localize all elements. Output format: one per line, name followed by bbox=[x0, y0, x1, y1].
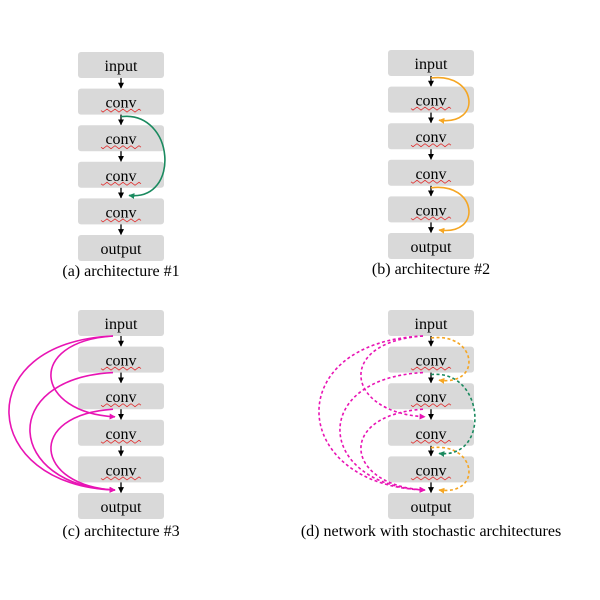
node-box-c-4 bbox=[78, 456, 164, 483]
spellcheck-underline bbox=[100, 403, 142, 408]
spellcheck-underline bbox=[410, 476, 452, 481]
skip-connection-d-3 bbox=[360, 335, 426, 420]
spellcheck-underline bbox=[100, 439, 142, 444]
spellcheck-underline bbox=[410, 143, 452, 148]
panel-b: input conv conv conv conv output (b) architect… bbox=[372, 50, 490, 278]
node-label-a-4: conv bbox=[105, 204, 136, 221]
node-label-a-0: input bbox=[105, 58, 138, 75]
skip-connection-c-2 bbox=[50, 408, 116, 493]
spellcheck-underline bbox=[410, 216, 452, 221]
spellcheck-underline bbox=[100, 366, 142, 371]
spellcheck-underline bbox=[100, 108, 142, 113]
panel-c: input conv conv conv conv output (c) architect… bbox=[8, 310, 180, 540]
node-box-a-5 bbox=[78, 235, 164, 261]
spellcheck-underline bbox=[410, 106, 452, 111]
skip-connection-d-0 bbox=[430, 336, 470, 384]
caption-c: (c) architecture #3 bbox=[62, 523, 179, 540]
node-box-a-2 bbox=[78, 125, 164, 152]
node-box-d-2 bbox=[388, 383, 474, 410]
node-label-c-5: output bbox=[101, 499, 142, 516]
spellcheck-underline bbox=[100, 218, 142, 223]
skip-connection-a-0 bbox=[120, 115, 166, 199]
node-label-c-1: conv bbox=[105, 353, 136, 370]
node-box-d-3 bbox=[388, 419, 474, 446]
spellcheck-underline bbox=[410, 403, 452, 408]
node-box-d-1 bbox=[388, 346, 474, 373]
node-label-b-4: conv bbox=[415, 202, 446, 219]
node-label-c-4: conv bbox=[105, 462, 136, 479]
skip-connection-c-3 bbox=[29, 371, 116, 493]
node-label-b-2: conv bbox=[415, 129, 446, 146]
caption-d: (d) network with stochastic architecture… bbox=[301, 523, 561, 540]
spellcheck-underline bbox=[410, 439, 452, 444]
skip-connection-d-6 bbox=[339, 371, 426, 493]
spellcheck-underline bbox=[410, 366, 452, 371]
skip-connection-d-4 bbox=[318, 335, 426, 493]
skip-connection-c-1 bbox=[8, 335, 116, 493]
node-label-d-1: conv bbox=[415, 353, 446, 370]
node-label-d-0: input bbox=[415, 316, 448, 333]
node-box-d-5 bbox=[388, 493, 474, 519]
node-label-d-5: output bbox=[411, 499, 452, 516]
skip-connection-b-0 bbox=[430, 76, 470, 124]
node-box-d-4 bbox=[388, 456, 474, 483]
node-box-a-1 bbox=[78, 88, 164, 115]
node-label-b-3: conv bbox=[415, 166, 446, 183]
spellcheck-underline bbox=[100, 476, 142, 481]
node-label-a-2: conv bbox=[105, 131, 136, 148]
node-box-c-5 bbox=[78, 493, 164, 519]
node-box-b-0 bbox=[388, 50, 474, 76]
node-box-c-3 bbox=[78, 419, 164, 446]
node-label-d-4: conv bbox=[415, 462, 446, 479]
node-box-d-0 bbox=[388, 310, 474, 336]
caption-a: (a) architecture #1 bbox=[62, 263, 179, 280]
node-box-b-3 bbox=[388, 159, 474, 186]
node-box-a-0 bbox=[78, 52, 164, 78]
node-label-a-3: conv bbox=[105, 168, 136, 185]
node-label-a-5: output bbox=[101, 241, 142, 258]
node-label-c-3: conv bbox=[105, 426, 136, 443]
node-label-a-1: conv bbox=[105, 95, 136, 112]
skip-connection-b-1 bbox=[430, 186, 470, 234]
node-label-b-1: conv bbox=[415, 93, 446, 110]
node-box-b-1 bbox=[388, 86, 474, 113]
node-label-b-5: output bbox=[411, 239, 452, 256]
skip-connection-d-1 bbox=[430, 446, 470, 494]
node-box-b-4 bbox=[388, 196, 474, 223]
node-box-c-2 bbox=[78, 383, 164, 410]
skip-connection-d-5 bbox=[360, 408, 426, 493]
skip-connection-d-2 bbox=[430, 373, 476, 457]
node-box-c-1 bbox=[78, 346, 164, 373]
panel-a: input conv conv conv conv output (a) architect… bbox=[62, 52, 180, 280]
node-box-c-0 bbox=[78, 310, 164, 336]
node-box-a-3 bbox=[78, 161, 164, 188]
node-label-b-0: input bbox=[415, 56, 448, 73]
node-box-b-2 bbox=[388, 123, 474, 150]
node-box-b-5 bbox=[388, 233, 474, 259]
node-box-a-4 bbox=[78, 198, 164, 225]
spellcheck-underline bbox=[100, 145, 142, 150]
spellcheck-underline bbox=[410, 179, 452, 184]
node-label-c-0: input bbox=[105, 316, 138, 333]
node-label-d-3: conv bbox=[415, 426, 446, 443]
caption-b: (b) architecture #2 bbox=[372, 261, 490, 278]
spellcheck-underline bbox=[100, 181, 142, 186]
node-label-d-2: conv bbox=[415, 389, 446, 406]
panel-d: input conv conv conv conv output (d) network w… bbox=[301, 310, 561, 540]
node-label-c-2: conv bbox=[105, 389, 136, 406]
